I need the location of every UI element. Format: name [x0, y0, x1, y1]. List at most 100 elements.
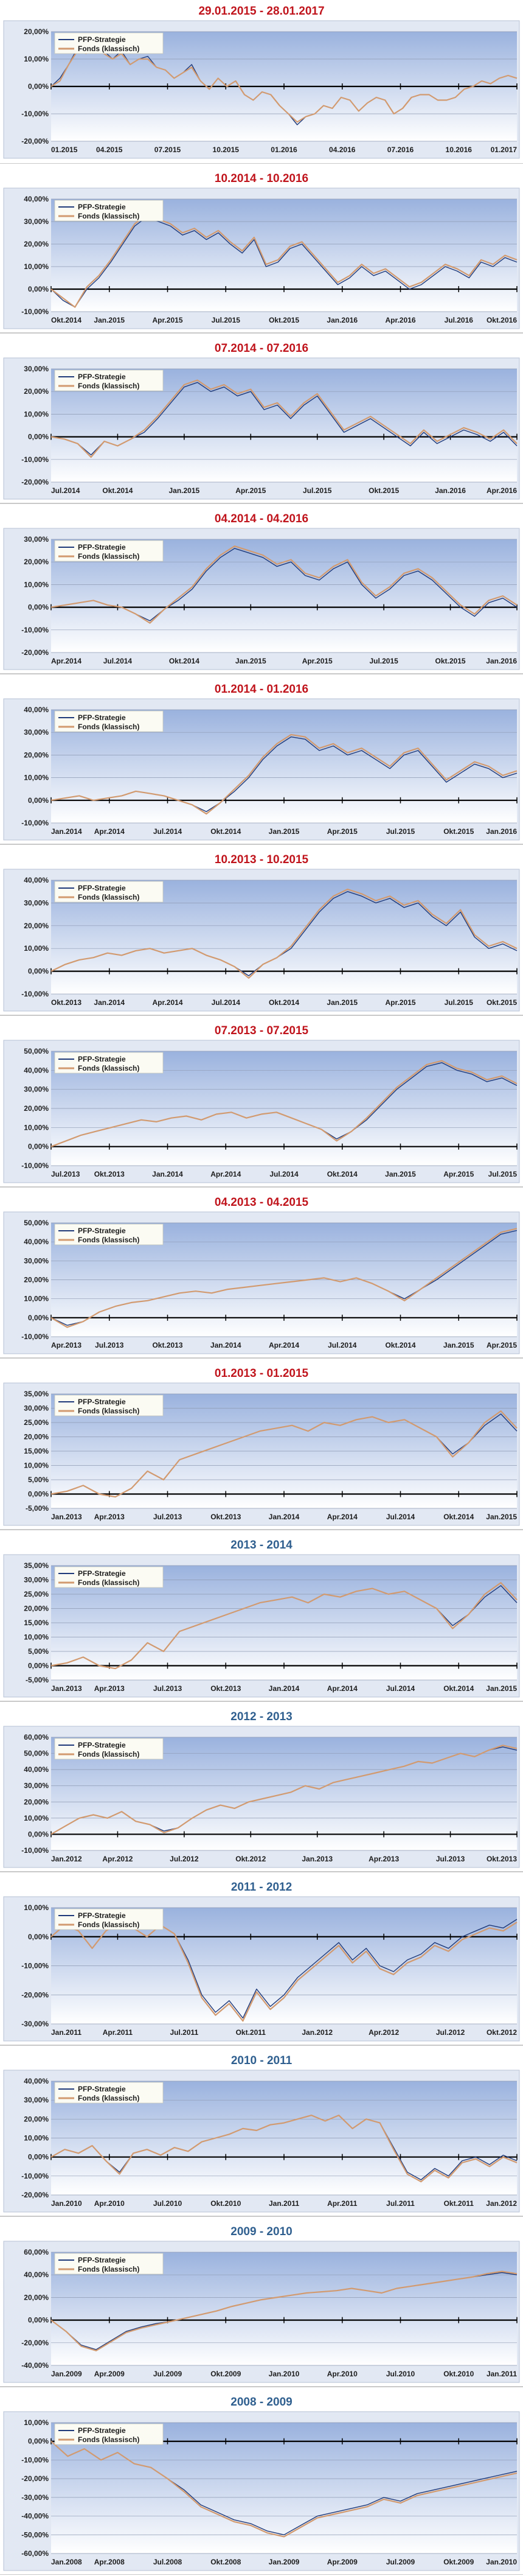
y-tick-label: -10,00% — [21, 455, 49, 464]
y-tick-label: -10,00% — [21, 2455, 49, 2464]
x-tick-label: Jan.2011 — [487, 2370, 517, 2378]
x-tick-label: Apr.2015 — [327, 827, 358, 836]
y-tick-label: -20,00% — [21, 2339, 49, 2347]
legend-label: Fonds (klassisch) — [78, 1578, 139, 1587]
y-tick-label: 20,00% — [24, 751, 49, 759]
x-tick-label: Jan.2014 — [210, 1341, 241, 1349]
y-tick-label: 20,00% — [24, 1104, 49, 1113]
series-line-2 — [50, 44, 518, 123]
y-tick-label: 30,00% — [24, 898, 49, 907]
y-tick-label: 20,00% — [24, 1276, 49, 1284]
chart-svg: 30,00%20,00%10,00%0,00%-10,00%-20,00%Apr… — [3, 528, 520, 670]
y-tick-label: 10,00% — [24, 580, 49, 589]
legend-box — [54, 540, 164, 562]
y-tick-label: 20,00% — [24, 1605, 49, 1613]
legend-box — [54, 369, 164, 391]
x-tick-label: Apr.2012 — [369, 2028, 399, 2037]
y-tick-label: 30,00% — [24, 1404, 49, 1413]
x-tick-label: Jul.2013 — [153, 1513, 182, 1521]
x-tick-label: Jan.2013 — [51, 1513, 82, 1521]
x-tick-label: Okt.2015 — [487, 998, 517, 1007]
x-tick-label: 04.2015 — [96, 145, 123, 154]
chart-svg: 60,00%40,00%20,00%0,00%-20,00%-40,00%Jan… — [3, 2241, 520, 2383]
x-tick-label: Jul.2012 — [436, 2028, 465, 2037]
legend-label: Fonds (klassisch) — [78, 1920, 139, 1929]
chart-title: 01.2013 - 01.2015 — [214, 1367, 309, 1380]
x-tick-label: Jul.2014 — [153, 827, 182, 836]
x-tick-label: Jul.2011 — [386, 2199, 415, 2208]
chart-block-9: 01.2013 - 01.2015 35,00% 30,00% 25,00% 20,00… — [0, 1358, 523, 1530]
x-tick-label: Jan.2012 — [51, 1855, 82, 1863]
x-tick-label: Okt.2014 — [102, 486, 133, 495]
chart-svg: 10,00% 0,00% -10,00% -20,00% -30,00% -40,00% -… — [3, 2411, 520, 2571]
x-tick-label: Okt.2014 — [443, 1513, 474, 1521]
chart-block-2: 10.2014 - 10.2016 40,00% 30,00% 20,00% 10,00… — [0, 163, 523, 333]
x-tick-label: Jul.2013 — [436, 1855, 465, 1863]
y-tick-label: -10,00% — [21, 990, 49, 998]
x-tick-label: Jan.2015 — [235, 657, 266, 665]
legend-label: PFP-Strategie — [78, 1055, 126, 1063]
x-tick-label: Okt.2015 — [435, 657, 466, 665]
y-tick-label: 0,00% — [28, 1933, 49, 1941]
y-tick-label: -20,00% — [21, 478, 49, 486]
legend-label: PFP-Strategie — [78, 543, 126, 551]
x-tick-label: Jul.2015 — [488, 1170, 518, 1178]
x-tick-label: Jul.2015 — [369, 657, 398, 665]
x-tick-label: Jul.2010 — [386, 2370, 415, 2378]
y-tick-label: -20,00% — [21, 2474, 49, 2483]
x-tick-label: Jul.2013 — [51, 1170, 80, 1178]
x-tick-label: 01.2015 — [51, 145, 78, 154]
y-tick-label: -10,00% — [21, 819, 49, 827]
y-tick-label: -10,00% — [21, 1332, 49, 1341]
series-line-1 — [50, 216, 518, 308]
x-tick-label: Jul.2014 — [212, 998, 241, 1007]
chart-block-3: 07.2014 - 07.2016 30,00% 20,00% 10,00% 0,00%… — [0, 333, 523, 503]
x-tick-label: Jan.2016 — [327, 316, 358, 324]
x-tick-label: Okt.2015 — [269, 316, 299, 324]
x-tick-label: Jan.2014 — [94, 998, 125, 1007]
x-tick-label: Jul.2013 — [95, 1341, 124, 1349]
legend-label: PFP-Strategie — [78, 203, 126, 211]
chart-title: 07.2014 - 07.2016 — [214, 342, 309, 355]
y-tick-label: -20,00% — [21, 648, 49, 657]
x-tick-label: 07.2015 — [154, 145, 181, 154]
legend-label: Fonds (klassisch) — [78, 2265, 139, 2273]
x-tick-label: Jul.2009 — [153, 2370, 182, 2378]
chart-block-12: 2011 - 2012 10,00% 0,00% -10,00% -20,00% -30,… — [0, 1872, 523, 2045]
series-line-2 — [50, 1228, 518, 1328]
legend-label: Fonds (klassisch) — [78, 723, 139, 731]
y-tick-label: -5,00% — [26, 1676, 49, 1684]
y-tick-label: 0,00% — [28, 433, 49, 441]
legend-label: PFP-Strategie — [78, 373, 126, 381]
legend-box — [54, 1738, 164, 1760]
x-tick-label: Jan.2015 — [269, 827, 300, 836]
x-tick-label: Apr.2013 — [94, 1513, 125, 1521]
legend-label: PFP-Strategie — [78, 884, 126, 892]
x-tick-label: Apr.2013 — [369, 1855, 399, 1863]
chart-svg: 50,00% 40,00% 30,00% 20,00% 10,00% 0,00% -10,0… — [3, 1211, 520, 1354]
x-tick-label: Jan.2010 — [51, 2199, 82, 2208]
y-tick-label: 30,00% — [24, 1256, 49, 1265]
chart-block-1: 29.01.2015 - 28.01.2017 20,00% 10,00% 0,00%… — [0, 0, 523, 163]
legend-label: PFP-Strategie — [78, 713, 126, 722]
y-tick-label: -10,00% — [21, 307, 49, 316]
x-tick-label: Jan.2016 — [435, 486, 466, 495]
x-tick-label: Jan.2015 — [443, 1341, 474, 1349]
x-tick-label: Jul.2012 — [170, 1855, 199, 1863]
x-tick-label: Okt.2009 — [210, 2370, 241, 2378]
x-tick-label: Apr.2016 — [487, 486, 517, 495]
x-tick-label: Okt.2010 — [443, 2370, 474, 2378]
x-tick-label: Apr.2015 — [302, 657, 333, 665]
chart-title: 2013 - 2014 — [230, 1539, 293, 1552]
y-tick-label: 10,00% — [24, 262, 49, 271]
y-tick-label: 0,00% — [28, 1662, 49, 1670]
x-tick-label: Apr.2015 — [443, 1170, 474, 1178]
chart-svg: 50,00% 40,00% 30,00% 20,00% 10,00% 0,00% -10,0… — [3, 1040, 520, 1183]
y-tick-label: 30,00% — [24, 1576, 49, 1584]
x-tick-label: Jan.2012 — [486, 2199, 517, 2208]
x-tick-label: Jan.2015 — [94, 316, 125, 324]
chart-block-14: 2009 - 2010 60,00% 40,00% 20,00% 0,00% -20,00… — [0, 2216, 523, 2387]
y-tick-label: 10,00% — [24, 410, 49, 418]
legend-label: Fonds (klassisch) — [78, 1236, 139, 1244]
